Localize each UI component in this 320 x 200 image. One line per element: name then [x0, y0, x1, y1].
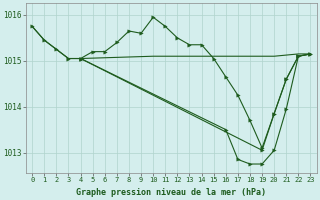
X-axis label: Graphe pression niveau de la mer (hPa): Graphe pression niveau de la mer (hPa) [76, 188, 266, 197]
